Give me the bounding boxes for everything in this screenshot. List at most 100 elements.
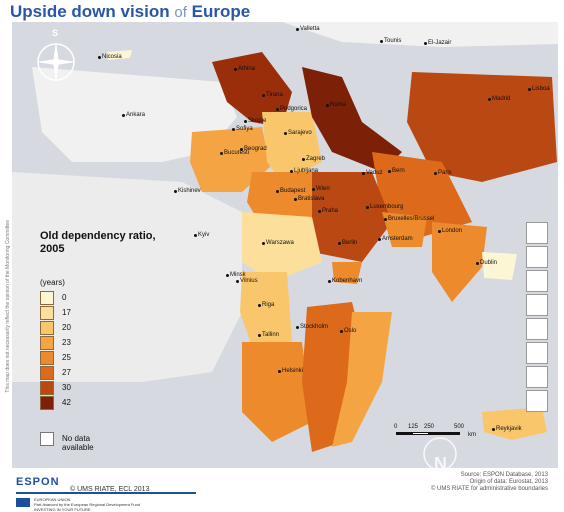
scale-tick-3: 500 — [454, 424, 465, 430]
city-label: Helsinki — [282, 368, 304, 374]
city-dot — [296, 326, 299, 329]
title-main: Upside down vision — [10, 2, 170, 21]
disclaimer: This map does not necessarily reflect th… — [5, 220, 11, 393]
scale-unit: km — [468, 432, 476, 438]
copyright: © UMS RIATE, ECL 2013 — [70, 486, 150, 493]
city-dot — [234, 68, 237, 71]
city-dot — [384, 218, 387, 221]
city-label: Riga — [262, 302, 275, 308]
region-east — [12, 172, 242, 382]
city-label: Oslo — [344, 328, 357, 334]
legend-swatch-6 — [40, 381, 54, 395]
region-turkey — [32, 67, 237, 162]
city-label: Tallinn — [262, 332, 280, 338]
city-label: Paris — [438, 170, 452, 176]
city-label: Zagreb — [306, 156, 326, 162]
city-label: Luxembourg — [370, 204, 404, 210]
legend-swatch-4 — [40, 351, 54, 365]
legend-class-7: 42 — [40, 396, 200, 411]
city-dot — [262, 94, 265, 97]
city-dot — [326, 104, 329, 107]
city-dot — [488, 98, 491, 101]
region-greece — [212, 52, 292, 127]
legend: Old dependency ratio, 2005 (years) 0 17 20… — [40, 230, 200, 411]
city-label: Tounis — [384, 38, 402, 44]
city-label: Bucuresti — [224, 150, 250, 156]
inset-7 — [526, 366, 548, 388]
region-africa — [282, 22, 558, 47]
legend-swatch-1 — [40, 306, 54, 320]
city-dot — [98, 56, 101, 59]
city-label: Sarajevo — [288, 130, 312, 136]
city-dot — [122, 114, 125, 117]
region-uk — [432, 222, 487, 302]
city-dot — [476, 262, 479, 265]
city-label: Valletta — [300, 26, 320, 32]
legend-swatch-3 — [40, 336, 54, 350]
city-dot — [380, 40, 383, 43]
legend-value-1: 17 — [62, 308, 71, 317]
city-dot — [296, 28, 299, 31]
compass-big-letter: N — [434, 454, 447, 474]
region-bulgaria-romania — [190, 127, 270, 192]
legend-swatch-2 — [40, 321, 54, 335]
city-label: Amsterdam — [382, 236, 413, 242]
footer-bar — [16, 492, 196, 494]
city-label: El-Jazair — [428, 40, 452, 46]
legend-class-1: 17 — [40, 306, 200, 321]
inset-4 — [526, 294, 548, 316]
city-dot — [302, 158, 305, 161]
city-label: Skopje — [248, 118, 267, 124]
legend-class-2: 20 — [40, 321, 200, 336]
city-label: Wien — [316, 186, 330, 192]
nodata-swatch — [40, 432, 54, 446]
city-dot — [226, 274, 229, 277]
scale-tick-2: 250 — [424, 424, 435, 430]
city-dot — [244, 120, 247, 123]
inset-2 — [526, 246, 548, 268]
city-dot — [362, 172, 365, 175]
city-label: Sofiya — [236, 126, 253, 132]
sources: Source: ESPON Database, 2013 Origin of d… — [430, 472, 548, 492]
inset-5 — [526, 318, 548, 340]
city-label: Ankara — [126, 112, 146, 118]
city-dot — [276, 190, 279, 193]
city-dot — [388, 170, 391, 173]
city-label: Podgorica — [280, 106, 308, 112]
city-label: Bruxelles/Brussel — [388, 216, 435, 222]
city-label: Budapest — [280, 188, 306, 194]
region-denmark — [332, 262, 362, 284]
espon-logo: ESPON — [16, 476, 60, 488]
legend-value-0: 0 — [62, 293, 67, 302]
city-dot — [258, 304, 261, 307]
compass-small-letter: S — [52, 28, 59, 38]
title-region: Europe — [191, 2, 251, 21]
city-label: Tirana — [266, 92, 283, 98]
city-dot — [194, 234, 197, 237]
legend-value-2: 20 — [62, 323, 71, 332]
city-dot — [378, 238, 381, 241]
inset-3 — [526, 270, 548, 292]
city-dot — [492, 428, 495, 431]
city-dot — [262, 242, 265, 245]
legend-class-4: 25 — [40, 351, 200, 366]
city-dot — [240, 148, 243, 151]
city-dot — [278, 370, 281, 373]
region-norway — [332, 312, 392, 447]
city-dot — [438, 230, 441, 233]
city-label: Stockholm — [300, 324, 329, 330]
map-svg — [12, 22, 558, 468]
city-label: London — [442, 228, 463, 234]
city-dot — [340, 330, 343, 333]
city-label: Vilnius — [240, 278, 258, 284]
region-ireland — [482, 252, 517, 280]
city-dot — [318, 210, 321, 213]
legend-value-3: 23 — [62, 338, 71, 347]
city-dot — [294, 198, 297, 201]
legend-class-6: 30 — [40, 381, 200, 396]
map-canvas: S Valletta Tounis El-Jazair Nicosia Athina An… — [12, 22, 558, 468]
city-dot — [276, 108, 279, 111]
city-dot — [232, 128, 235, 131]
city-label: Ljubljana — [294, 168, 319, 174]
city-label: Minsk — [230, 272, 246, 278]
